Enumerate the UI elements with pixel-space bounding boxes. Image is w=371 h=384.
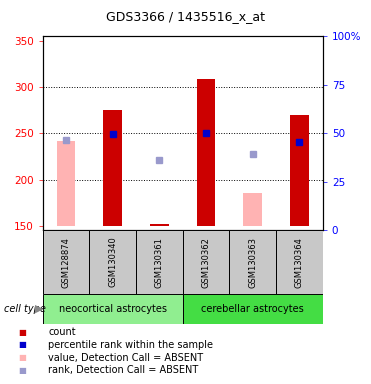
Text: GSM130364: GSM130364 <box>295 237 304 288</box>
Text: ■: ■ <box>19 366 26 375</box>
Bar <box>150 224 169 226</box>
Bar <box>229 230 276 294</box>
Bar <box>89 230 136 294</box>
Bar <box>43 294 183 324</box>
Bar <box>243 192 262 226</box>
Bar <box>43 230 89 294</box>
Text: ■: ■ <box>19 328 26 337</box>
Bar <box>136 230 183 294</box>
Text: GSM128874: GSM128874 <box>62 237 70 288</box>
Bar <box>57 141 75 226</box>
Bar <box>183 230 229 294</box>
Text: ■: ■ <box>19 353 26 362</box>
Text: value, Detection Call = ABSENT: value, Detection Call = ABSENT <box>48 353 203 362</box>
Text: rank, Detection Call = ABSENT: rank, Detection Call = ABSENT <box>48 365 198 375</box>
Text: GSM130361: GSM130361 <box>155 237 164 288</box>
Bar <box>197 79 216 226</box>
Bar <box>290 115 309 226</box>
Bar <box>276 230 323 294</box>
Text: ▶: ▶ <box>35 304 44 314</box>
Bar <box>104 110 122 226</box>
Text: ■: ■ <box>19 340 26 349</box>
Bar <box>183 294 323 324</box>
Text: cerebellar astrocytes: cerebellar astrocytes <box>201 304 304 314</box>
Text: count: count <box>48 327 76 337</box>
Text: GSM130340: GSM130340 <box>108 237 117 288</box>
Text: GSM130363: GSM130363 <box>248 237 257 288</box>
Text: neocortical astrocytes: neocortical astrocytes <box>59 304 167 314</box>
Text: GDS3366 / 1435516_x_at: GDS3366 / 1435516_x_at <box>106 10 265 23</box>
Text: percentile rank within the sample: percentile rank within the sample <box>48 340 213 350</box>
Text: GSM130362: GSM130362 <box>201 237 211 288</box>
Text: cell type: cell type <box>4 304 46 314</box>
